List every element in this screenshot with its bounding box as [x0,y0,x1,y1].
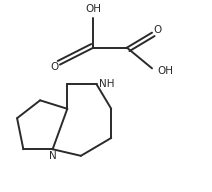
Text: NH: NH [99,79,115,89]
Text: O: O [51,62,59,72]
Text: N: N [49,151,57,161]
Text: OH: OH [157,66,173,76]
Text: OH: OH [85,4,102,14]
Text: O: O [153,25,161,35]
